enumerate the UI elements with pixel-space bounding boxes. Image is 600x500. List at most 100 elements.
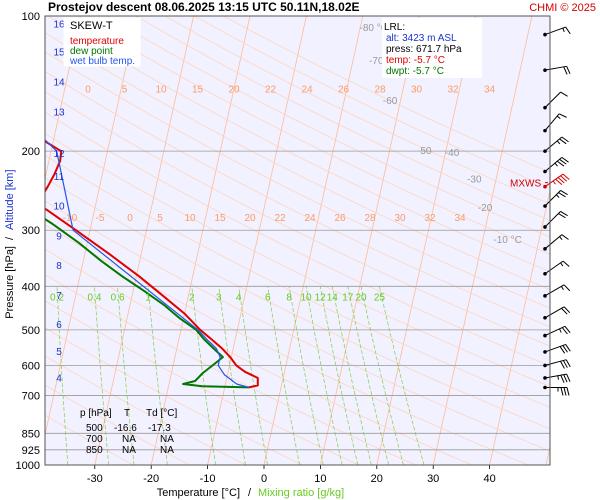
wind-barb-staff xyxy=(544,26,566,36)
wind-barb-dot xyxy=(543,350,547,354)
isotherm-annotation: -10 °C xyxy=(493,235,521,246)
altitude-tick-label: 4 xyxy=(56,373,62,384)
lrl-dewpoint: dwpt: -5.7 °C xyxy=(386,66,444,77)
wind-barb-staff xyxy=(544,343,566,353)
x-axis-secondary-label: Mixing ratio [g/kg] xyxy=(258,487,344,499)
pressure-tick-label: 850 xyxy=(22,428,40,440)
isotherm-annotation: -80 °C xyxy=(360,23,388,34)
legend-dewpoint: dew point xyxy=(70,46,113,57)
theta-label: 28 xyxy=(364,213,376,224)
wind-barb xyxy=(543,260,570,276)
altitude-tick-label: 9 xyxy=(56,231,62,242)
dry-adiabat-line xyxy=(45,154,550,408)
theta-label: 15 xyxy=(214,213,226,224)
wind-barb-full xyxy=(562,173,570,180)
wind-barb-dot xyxy=(543,204,547,208)
table-row-850-td: NA xyxy=(160,445,174,456)
dry-adiabat-line xyxy=(45,133,550,387)
wind-barb xyxy=(543,325,571,338)
table-row-700-t: NA xyxy=(122,434,136,445)
temperature-tick-label: -20 xyxy=(143,473,159,485)
theta-label: 20 xyxy=(244,213,256,224)
isotherm-line xyxy=(207,16,307,465)
theta-label: 22 xyxy=(265,84,277,95)
wind-barb-staff xyxy=(544,156,563,172)
wind-barb-full xyxy=(559,346,566,354)
temperature-tick-label: 0 xyxy=(261,473,267,485)
isotherm-annotation: -20 xyxy=(478,203,493,214)
altitude-tick-label: 7 xyxy=(56,291,62,302)
mxws-label: MXWS xyxy=(510,179,541,190)
pressure-tick-label: 300 xyxy=(22,225,40,237)
pressure-tick-label: 500 xyxy=(22,325,40,337)
wind-barb-full xyxy=(566,387,570,396)
dry-adiabat-line xyxy=(45,51,550,309)
dry-adiabat-line xyxy=(45,32,550,290)
series-dew-point-line xyxy=(45,217,249,389)
theta-label: -10 xyxy=(63,213,78,224)
lrl-pressure: press: 671.7 hPa xyxy=(386,44,462,55)
wind-barb-dot xyxy=(543,149,547,153)
dry-adiabat-line xyxy=(135,16,550,221)
series-layer xyxy=(45,138,259,389)
theta-label: 34 xyxy=(454,213,466,224)
isotherm-annotation: -60 xyxy=(383,96,398,107)
mixing-ratio-label: 0.6 xyxy=(111,292,125,303)
plot-area xyxy=(45,16,550,465)
isotherm-line xyxy=(320,16,420,465)
wind-barb-full xyxy=(559,158,567,165)
wind-barb-full xyxy=(560,190,568,196)
mixing-ratio-label: 2 xyxy=(189,292,195,303)
wind-barb xyxy=(543,359,571,369)
theta-label: 28 xyxy=(374,84,386,95)
lrl-title: LRL: xyxy=(384,22,405,33)
wind-barb xyxy=(543,156,569,174)
mixing-ratio-line xyxy=(288,286,324,465)
mixing-ratio-label: 17 xyxy=(342,292,354,303)
isotherm-annotation: -40 xyxy=(445,148,460,159)
mixing-ratio-label: 8 xyxy=(286,292,292,303)
mixing-ratio-label: 14 xyxy=(327,292,339,303)
table-row-500-p: 500 xyxy=(86,423,103,434)
grid-layer xyxy=(45,16,550,465)
isotherm-line xyxy=(94,16,194,465)
table-row-700-p: 700 xyxy=(86,434,103,445)
mixing-ratio-label: 25 xyxy=(374,292,386,303)
dry-adiabat-line xyxy=(45,71,550,328)
wind-barb-full xyxy=(560,175,568,182)
wind-barb-full xyxy=(564,325,571,334)
table-header-td: Td [°C] xyxy=(146,408,177,419)
wind-barb-full xyxy=(560,374,565,383)
wind-barb-full xyxy=(561,327,568,335)
pressure-tick-label: 200 xyxy=(22,146,40,158)
wind-barb xyxy=(543,284,571,298)
isotherm-line xyxy=(45,16,82,181)
wind-barb-half xyxy=(552,180,556,185)
mixing-ratio-label: 0.2 xyxy=(50,292,64,303)
theta-label: 5 xyxy=(157,213,163,224)
mixing-ratio-label: 10 xyxy=(300,292,312,303)
wind-barb-full xyxy=(561,307,568,315)
wind-barb-half xyxy=(559,328,562,333)
isotherm-line xyxy=(489,188,550,465)
dry-adiabat-line xyxy=(48,16,550,273)
wind-barb-full xyxy=(560,91,568,97)
summary-table: p [hPa] T Td [°C] 500 -16.6 -17.3 700 NA… xyxy=(80,408,177,456)
wind-barb-full xyxy=(560,387,564,396)
altitude-tick-label: 12 xyxy=(53,149,65,160)
wind-barb-staff xyxy=(544,359,567,366)
series-temperature-line xyxy=(45,139,259,389)
theta-label: 26 xyxy=(338,84,350,95)
wind-barb-half xyxy=(559,236,563,240)
wind-barb-full xyxy=(565,26,571,35)
wind-barb-full xyxy=(558,113,567,118)
pressure-tick-label: 600 xyxy=(22,360,40,372)
wind-barb xyxy=(543,373,571,383)
table-row-850-p: 850 xyxy=(86,445,103,456)
wind-barb xyxy=(543,173,570,189)
wind-barb xyxy=(543,26,571,37)
lrl-temperature: temp: -5.7 °C xyxy=(386,55,445,66)
wind-barb-full xyxy=(555,178,563,186)
temperature-tick-label: 30 xyxy=(427,473,439,485)
wind-barb-full xyxy=(558,192,566,198)
